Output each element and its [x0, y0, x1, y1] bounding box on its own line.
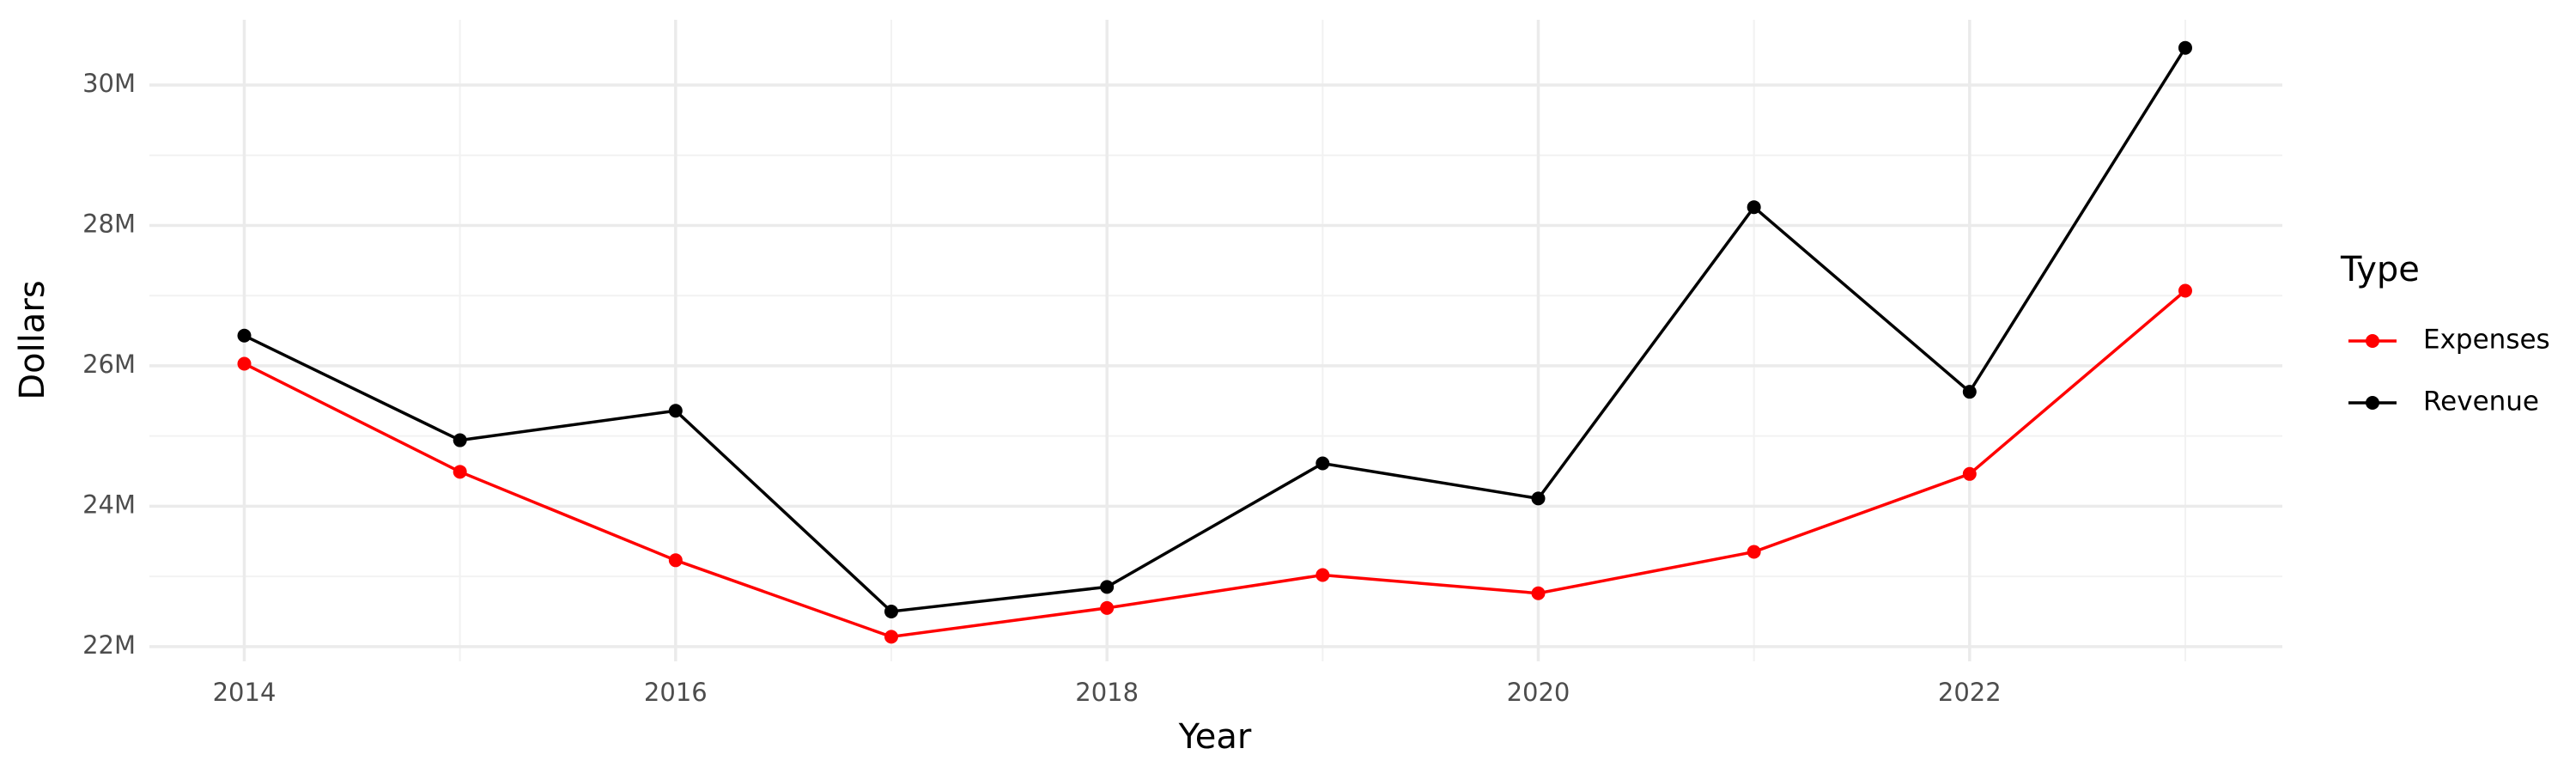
y-tick-label: 24M [82, 490, 136, 519]
data-point [1315, 456, 1330, 471]
legend-swatch-point [2366, 334, 2379, 348]
data-point [1747, 200, 1761, 215]
x-tick-label: 2022 [1938, 678, 2002, 707]
x-tick-label: 2018 [1075, 678, 1139, 707]
legend-label: Revenue [2423, 386, 2539, 417]
legend-label: Expenses [2423, 325, 2550, 356]
data-point [668, 553, 683, 568]
y-tick-label: 28M [82, 209, 136, 238]
data-point [1962, 466, 1977, 481]
data-point [237, 328, 252, 343]
x-tick-label: 2014 [213, 678, 276, 707]
data-point [453, 433, 467, 447]
y-axis-title: Dollars [13, 280, 52, 399]
data-point [884, 604, 898, 618]
data-point [1747, 545, 1761, 559]
x-tick-label: 2016 [644, 678, 708, 707]
x-axis-title: Year [1178, 717, 1252, 757]
data-point [2178, 40, 2192, 55]
data-point [237, 356, 252, 371]
data-point [1100, 580, 1115, 594]
y-tick-label: 22M [82, 630, 136, 660]
y-tick-label: 26M [82, 350, 136, 379]
data-point [2178, 283, 2192, 298]
data-point [1100, 600, 1115, 615]
legend-swatch-point [2366, 396, 2379, 410]
series-line [243, 46, 2187, 613]
legend-title: Type [2340, 250, 2420, 289]
data-point [1315, 568, 1330, 582]
data-point [1531, 491, 1546, 506]
data-point [1962, 385, 1977, 399]
series-line [243, 289, 2187, 639]
data-point [668, 404, 683, 418]
y-tick-label: 30M [82, 69, 136, 98]
data-point [453, 465, 467, 479]
x-tick-label: 2020 [1507, 678, 1571, 707]
data-point [1531, 586, 1546, 600]
grid [149, 20, 2282, 661]
data-point [884, 630, 898, 644]
